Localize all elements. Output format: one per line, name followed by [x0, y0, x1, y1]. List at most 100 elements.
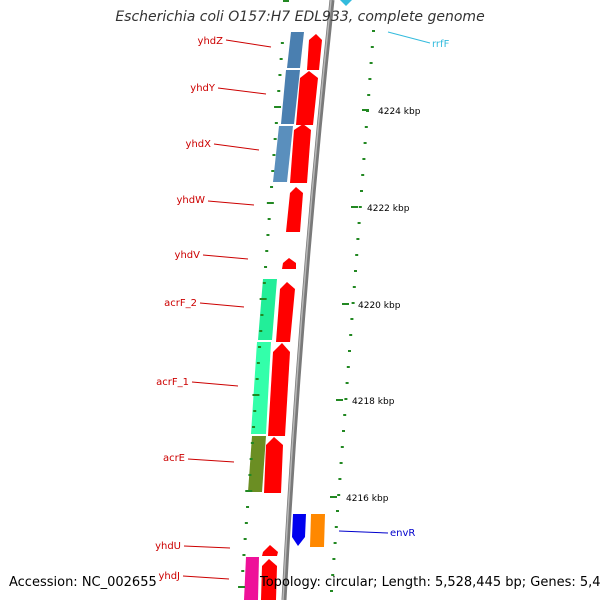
tick-mark	[361, 174, 365, 176]
cog-yhdX[interactable]	[273, 126, 293, 182]
cds-yhdY[interactable]	[296, 71, 318, 125]
tick-track	[238, 30, 375, 592]
cds-acrE[interactable]	[264, 437, 283, 493]
tick-mark	[238, 586, 246, 588]
tick-mark	[336, 510, 339, 512]
label-yhdY[interactable]: yhdY	[190, 83, 216, 94]
rrfF-feature[interactable]	[340, 0, 352, 6]
tick-mark	[330, 590, 333, 592]
cog-acrF_2[interactable]	[258, 279, 277, 340]
tick-mark	[345, 382, 349, 384]
tick-mark	[273, 138, 277, 140]
tick-mark	[278, 74, 282, 76]
gene-label-lines	[182, 39, 272, 580]
cds-acrF_2[interactable]	[276, 282, 295, 342]
label-yhdX[interactable]: yhdX	[186, 139, 212, 150]
tick-mark	[249, 458, 253, 460]
tick-mark	[351, 302, 355, 304]
scale-4222: 4222 kbp	[367, 204, 410, 214]
label-yhdW[interactable]: yhdW	[177, 195, 206, 206]
label-acrE[interactable]: acrE	[163, 453, 185, 464]
cds-yhdX[interactable]	[290, 124, 311, 183]
tick-mark	[334, 526, 338, 528]
scale-tick	[336, 399, 343, 401]
label-rrfF[interactable]: rrfF	[432, 39, 450, 50]
tick-mark	[346, 366, 350, 368]
tick-mark	[333, 542, 337, 544]
tick-mark	[259, 330, 263, 332]
tick-mark	[242, 554, 246, 556]
tick-mark	[372, 30, 375, 32]
gene-labels: yhdZ yhdY yhdX yhdW yhdV acrF_2 acrF_1 a…	[155, 36, 223, 582]
tick-mark	[355, 254, 359, 256]
tick-mark	[339, 462, 343, 464]
tick-mark	[367, 94, 371, 96]
cds-yhdU[interactable]	[262, 545, 278, 556]
cds-yhdJ[interactable]	[261, 559, 277, 600]
rrfF-label-line	[387, 31, 431, 44]
tick-mark	[338, 478, 342, 480]
label-envR[interactable]: envR	[390, 528, 415, 539]
cog-envR[interactable]	[310, 514, 325, 547]
cds-envR[interactable]	[292, 514, 306, 546]
tick-mark	[332, 558, 336, 560]
tick-mark	[258, 346, 262, 348]
genome-backbone	[281, 0, 335, 600]
cds-yhdW[interactable]	[286, 187, 303, 232]
cog-acrF_1[interactable]	[251, 342, 271, 434]
tick-mark	[248, 474, 252, 476]
tick-mark	[274, 106, 282, 108]
cds-yhdV[interactable]	[282, 258, 296, 269]
scale-tick	[351, 206, 358, 208]
tick-mark	[246, 506, 250, 508]
tick-mark	[331, 574, 335, 576]
cds-yhdZ[interactable]	[307, 34, 322, 70]
scale-4220: 4220 kbp	[358, 301, 401, 311]
tick-mark	[344, 398, 348, 400]
tick-mark	[243, 538, 247, 540]
tick-mark	[369, 62, 373, 64]
tick-mark	[357, 222, 361, 224]
scale-tick	[330, 496, 337, 498]
tick-mark	[279, 58, 283, 60]
tick-mark	[280, 42, 284, 44]
label-yhdV[interactable]: yhdV	[175, 250, 201, 261]
tick-mark	[271, 170, 275, 172]
tick-mark	[266, 234, 270, 236]
label-acrF_1[interactable]: acrF_1	[156, 377, 189, 388]
label-yhdJ[interactable]: yhdJ	[158, 571, 180, 582]
tick-mark	[252, 394, 260, 396]
tick-mark	[267, 218, 271, 220]
tick-mark	[252, 426, 256, 428]
tick-mark	[349, 334, 353, 336]
cog-yhdZ[interactable]	[287, 32, 304, 68]
tick-mark	[340, 446, 344, 448]
cds-acrF_1[interactable]	[268, 343, 290, 436]
topology-text: Topology: circular; Length: 5,528,445 bp…	[260, 575, 600, 590]
tick-mark	[363, 142, 367, 144]
label-yhdZ[interactable]: yhdZ	[198, 36, 224, 47]
tick-mark	[362, 158, 366, 160]
tick-mark	[342, 430, 345, 432]
label-yhdU[interactable]: yhdU	[155, 541, 181, 552]
tick-mark	[350, 318, 354, 320]
label-acrF_2[interactable]: acrF_2	[164, 298, 197, 309]
scale-4224: 4224 kbp	[378, 107, 421, 117]
forward-cds-track	[261, 34, 322, 600]
tick-mark	[274, 122, 278, 124]
tick-mark	[265, 250, 269, 252]
scale-4218: 4218 kbp	[352, 397, 395, 407]
tick-mark	[360, 190, 363, 192]
cog-yhdJ[interactable]	[244, 557, 259, 600]
tick-mark	[245, 490, 253, 492]
scale-tick	[362, 109, 369, 111]
top-tick	[283, 0, 289, 2]
cog-yhdY[interactable]	[281, 70, 300, 124]
tick-mark	[272, 154, 276, 156]
cog-acrE[interactable]	[248, 436, 266, 492]
tick-mark	[253, 410, 257, 412]
tick-mark	[348, 350, 351, 352]
envR-label-line	[338, 530, 389, 534]
tick-mark	[343, 414, 347, 416]
scale-tick	[342, 303, 349, 305]
